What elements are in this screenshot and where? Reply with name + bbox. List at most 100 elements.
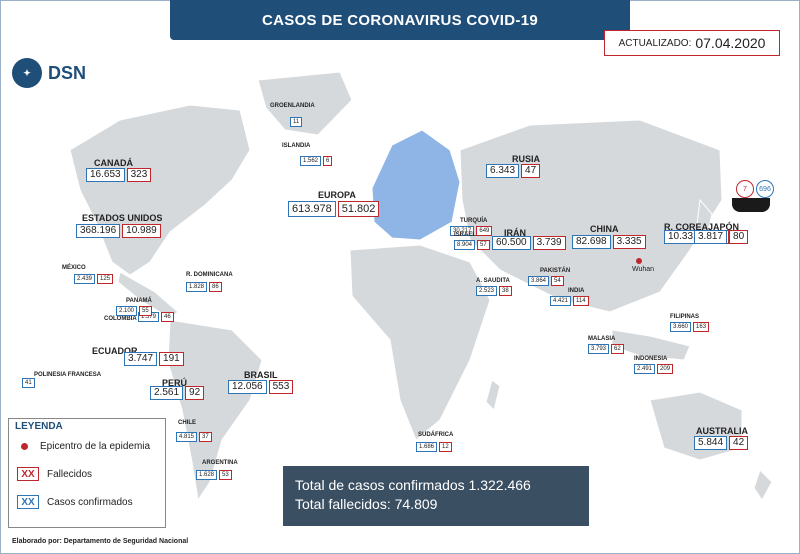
deaths-iran: 3.739 xyxy=(532,236,566,250)
deaths-dominicana: 86 xyxy=(209,282,222,292)
region-label-japon: JAPÓN xyxy=(708,222,740,232)
region-label-panama: PANAMÁ xyxy=(126,298,152,304)
deaths-symbol: XX xyxy=(17,467,39,481)
total-confirmed-line: Total de casos confirmados 1.322.466 xyxy=(295,476,577,495)
deaths-sudafrica: 12 xyxy=(439,442,452,452)
total-confirmed-label: Total de casos confirmados xyxy=(295,477,465,493)
confirmed-australia: 5.844 xyxy=(694,436,728,450)
confirmed-europa: 613.978 xyxy=(288,201,336,217)
logo: ✦ DSN xyxy=(12,58,86,88)
deaths-china: 3.335 xyxy=(612,235,646,249)
logo-text: DSN xyxy=(48,62,87,83)
deaths-canada: 323 xyxy=(126,168,152,182)
legend-confirmed-label: Casos confirmados xyxy=(47,496,133,508)
region-label-europa: EUROPA xyxy=(318,190,356,200)
region-label-dominicana: R. DOMINICANA xyxy=(186,272,233,278)
legend-epicenter: Epicentro de la epidemia xyxy=(17,441,150,452)
deaths-indonesia: 209 xyxy=(657,364,674,374)
deaths-brasil: 553 xyxy=(268,380,294,394)
greenland-landmass xyxy=(257,71,353,136)
region-label-eeuu: ESTADOS UNIDOS xyxy=(82,213,163,223)
page-title: CASOS DE CORONAVIRUS COVID-19 xyxy=(170,0,630,40)
confirmed-brasil: 12.056 xyxy=(228,380,267,394)
epicenter-dot xyxy=(636,258,642,264)
legend-confirmed: XX Casos confirmados xyxy=(17,495,133,509)
legend-deaths: XX Fallecidos xyxy=(17,467,92,481)
ship-confirmed: 696 xyxy=(756,180,774,198)
region-label-rusia: RUSIA xyxy=(512,154,541,164)
total-deaths-value: 74.809 xyxy=(394,496,438,512)
region-label-islandia: ISLANDIA xyxy=(282,143,311,149)
deaths-rusia: 47 xyxy=(521,164,541,178)
confirmed-dominicana: 1.828 xyxy=(186,282,208,292)
confirmed-indonesia: 2.491 xyxy=(634,364,656,374)
deaths-india: 114 xyxy=(573,296,589,306)
confirmed-polinesia: 41 xyxy=(22,378,35,388)
region-label-malasia: MALASIA xyxy=(588,336,616,342)
confirmed-china: 82.698 xyxy=(572,235,611,249)
confirmed-turquia: 30.217 xyxy=(450,226,475,236)
confirmed-ecuador: 3.747 xyxy=(124,352,158,366)
confirmed-arabia: 2.523 xyxy=(476,286,498,296)
region-label-chile: CHILE xyxy=(178,420,196,426)
confirmed-filipinas: 3.660 xyxy=(670,322,692,332)
region-label-filipinas: FILIPINAS xyxy=(670,314,700,320)
new-zealand-landmass xyxy=(753,469,773,501)
europe-landmass xyxy=(371,129,461,241)
region-label-indonesia: INDONESIA xyxy=(634,356,668,362)
north-america-landmass xyxy=(69,104,251,276)
deaths-turquia: 649 xyxy=(476,226,493,236)
legend-epicenter-label: Epicentro de la epidemia xyxy=(40,441,151,452)
region-label-arabia: A. SAUDITA xyxy=(476,278,510,284)
region-label-peru: PERÚ xyxy=(162,378,188,388)
total-confirmed-value: 1.322.466 xyxy=(468,477,531,493)
region-label-polinesia: POLINESIA FRANCESA xyxy=(34,372,102,378)
region-label-groenlandia: GROENLANDIA xyxy=(270,103,315,109)
confirmed-panama: 2.100 xyxy=(116,306,138,316)
deaths-peru: 92 xyxy=(185,386,205,400)
legend-title: LEYENDA xyxy=(15,421,63,432)
deaths-malasia: 62 xyxy=(611,344,624,354)
deaths-chile: 37 xyxy=(199,432,212,442)
region-label-turquia: TURQUÍA xyxy=(460,218,488,224)
confirmed-peru: 2.561 xyxy=(150,386,184,400)
updated-badge: ACTUALIZADO: 07.04.2020 xyxy=(604,30,780,56)
region-label-australia: AUSTRALIA xyxy=(696,426,748,436)
deaths-filipinas: 163 xyxy=(693,322,710,332)
deaths-ecuador: 191 xyxy=(159,352,184,366)
ship-deaths: 7 xyxy=(736,180,754,198)
confirmed-india: 4.421 xyxy=(550,296,572,306)
region-label-israel: ISRAEL xyxy=(454,232,477,238)
deaths-arabia: 38 xyxy=(499,286,512,296)
confirmed-eeuu: 368.196 xyxy=(76,224,121,238)
region-label-colombia: COLOMBIA xyxy=(104,316,137,322)
deaths-islandia: 6 xyxy=(323,156,333,166)
legend-deaths-label: Fallecidos xyxy=(47,468,93,480)
footer-credit: Elaborado por: Departamento de Seguridad… xyxy=(12,538,189,545)
total-deaths-label: Total fallecidos: xyxy=(295,496,391,512)
deaths-colombia: 46 xyxy=(161,312,174,322)
deaths-argentina: 53 xyxy=(219,470,232,480)
region-label-iran: IRÁN xyxy=(504,228,526,238)
confirmed-argentina: 1.628 xyxy=(196,470,218,480)
confirmed-pakistan: 3.864 xyxy=(528,276,550,286)
deaths-australia: 42 xyxy=(729,436,749,450)
confirmed-groenlandia: 11 xyxy=(290,117,303,127)
region-label-india: INDIA xyxy=(568,288,585,294)
deaths-europa: 51.802 xyxy=(337,201,380,217)
deaths-pakistan: 54 xyxy=(551,276,564,286)
region-label-brasil: BRASIL xyxy=(244,370,278,380)
updated-label: ACTUALIZADO: xyxy=(618,37,692,49)
region-label-china: CHINA xyxy=(590,224,619,234)
region-label-mexico: MÉXICO xyxy=(62,265,86,271)
africa-landmass xyxy=(349,244,491,441)
region-label-corea: R. COREA xyxy=(664,222,709,232)
confirmed-japon: 3.817 xyxy=(694,230,728,244)
region-label-canada: CANADÁ xyxy=(94,158,133,168)
confirmed-iran: 60.500 xyxy=(492,236,531,250)
totals-panel: Total de casos confirmados 1.322.466 Tot… xyxy=(283,466,589,526)
region-label-ecuador: ECUADOR xyxy=(92,346,138,356)
deaths-eeuu: 10.989 xyxy=(122,224,161,238)
confirmed-canada: 16.653 xyxy=(86,168,125,182)
total-deaths-line: Total fallecidos: 74.809 xyxy=(295,495,577,514)
